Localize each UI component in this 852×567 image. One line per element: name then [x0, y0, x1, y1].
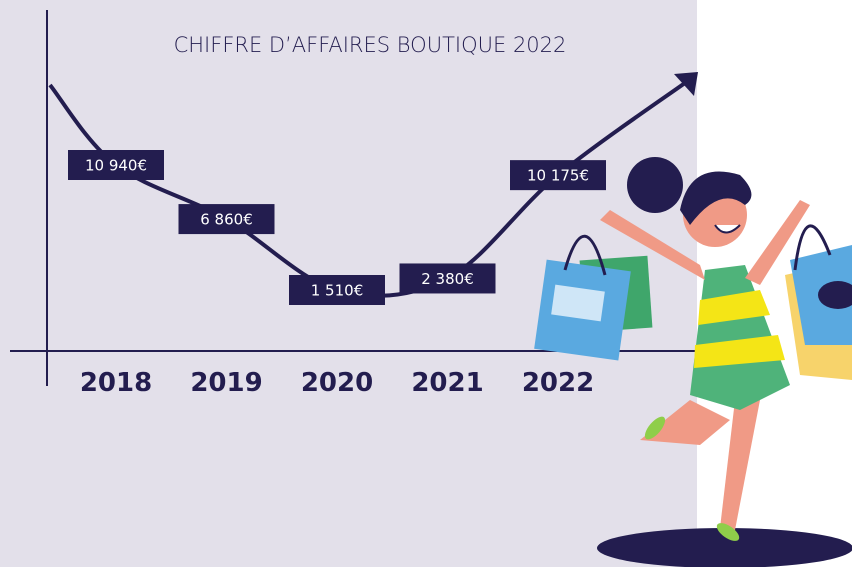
- value-label: 10 940€: [85, 157, 147, 175]
- value-label: 1 510€: [311, 282, 364, 300]
- value-label: 6 860€: [200, 211, 253, 229]
- x-tick-label: 2020: [301, 368, 373, 398]
- value-label: 2 380€: [421, 270, 474, 288]
- x-tick-label: 2022: [522, 368, 594, 398]
- value-label: 10 175€: [527, 167, 589, 185]
- x-tick-label: 2018: [80, 368, 152, 398]
- x-tick-label: 2021: [411, 368, 483, 398]
- infographic: CHIFFRE D’AFFAIRES BOUTIQUE 2022 2018 201…: [0, 0, 852, 567]
- x-tick-label: 2019: [190, 368, 262, 398]
- chart-title: CHIFFRE D’AFFAIRES BOUTIQUE 2022: [174, 33, 567, 57]
